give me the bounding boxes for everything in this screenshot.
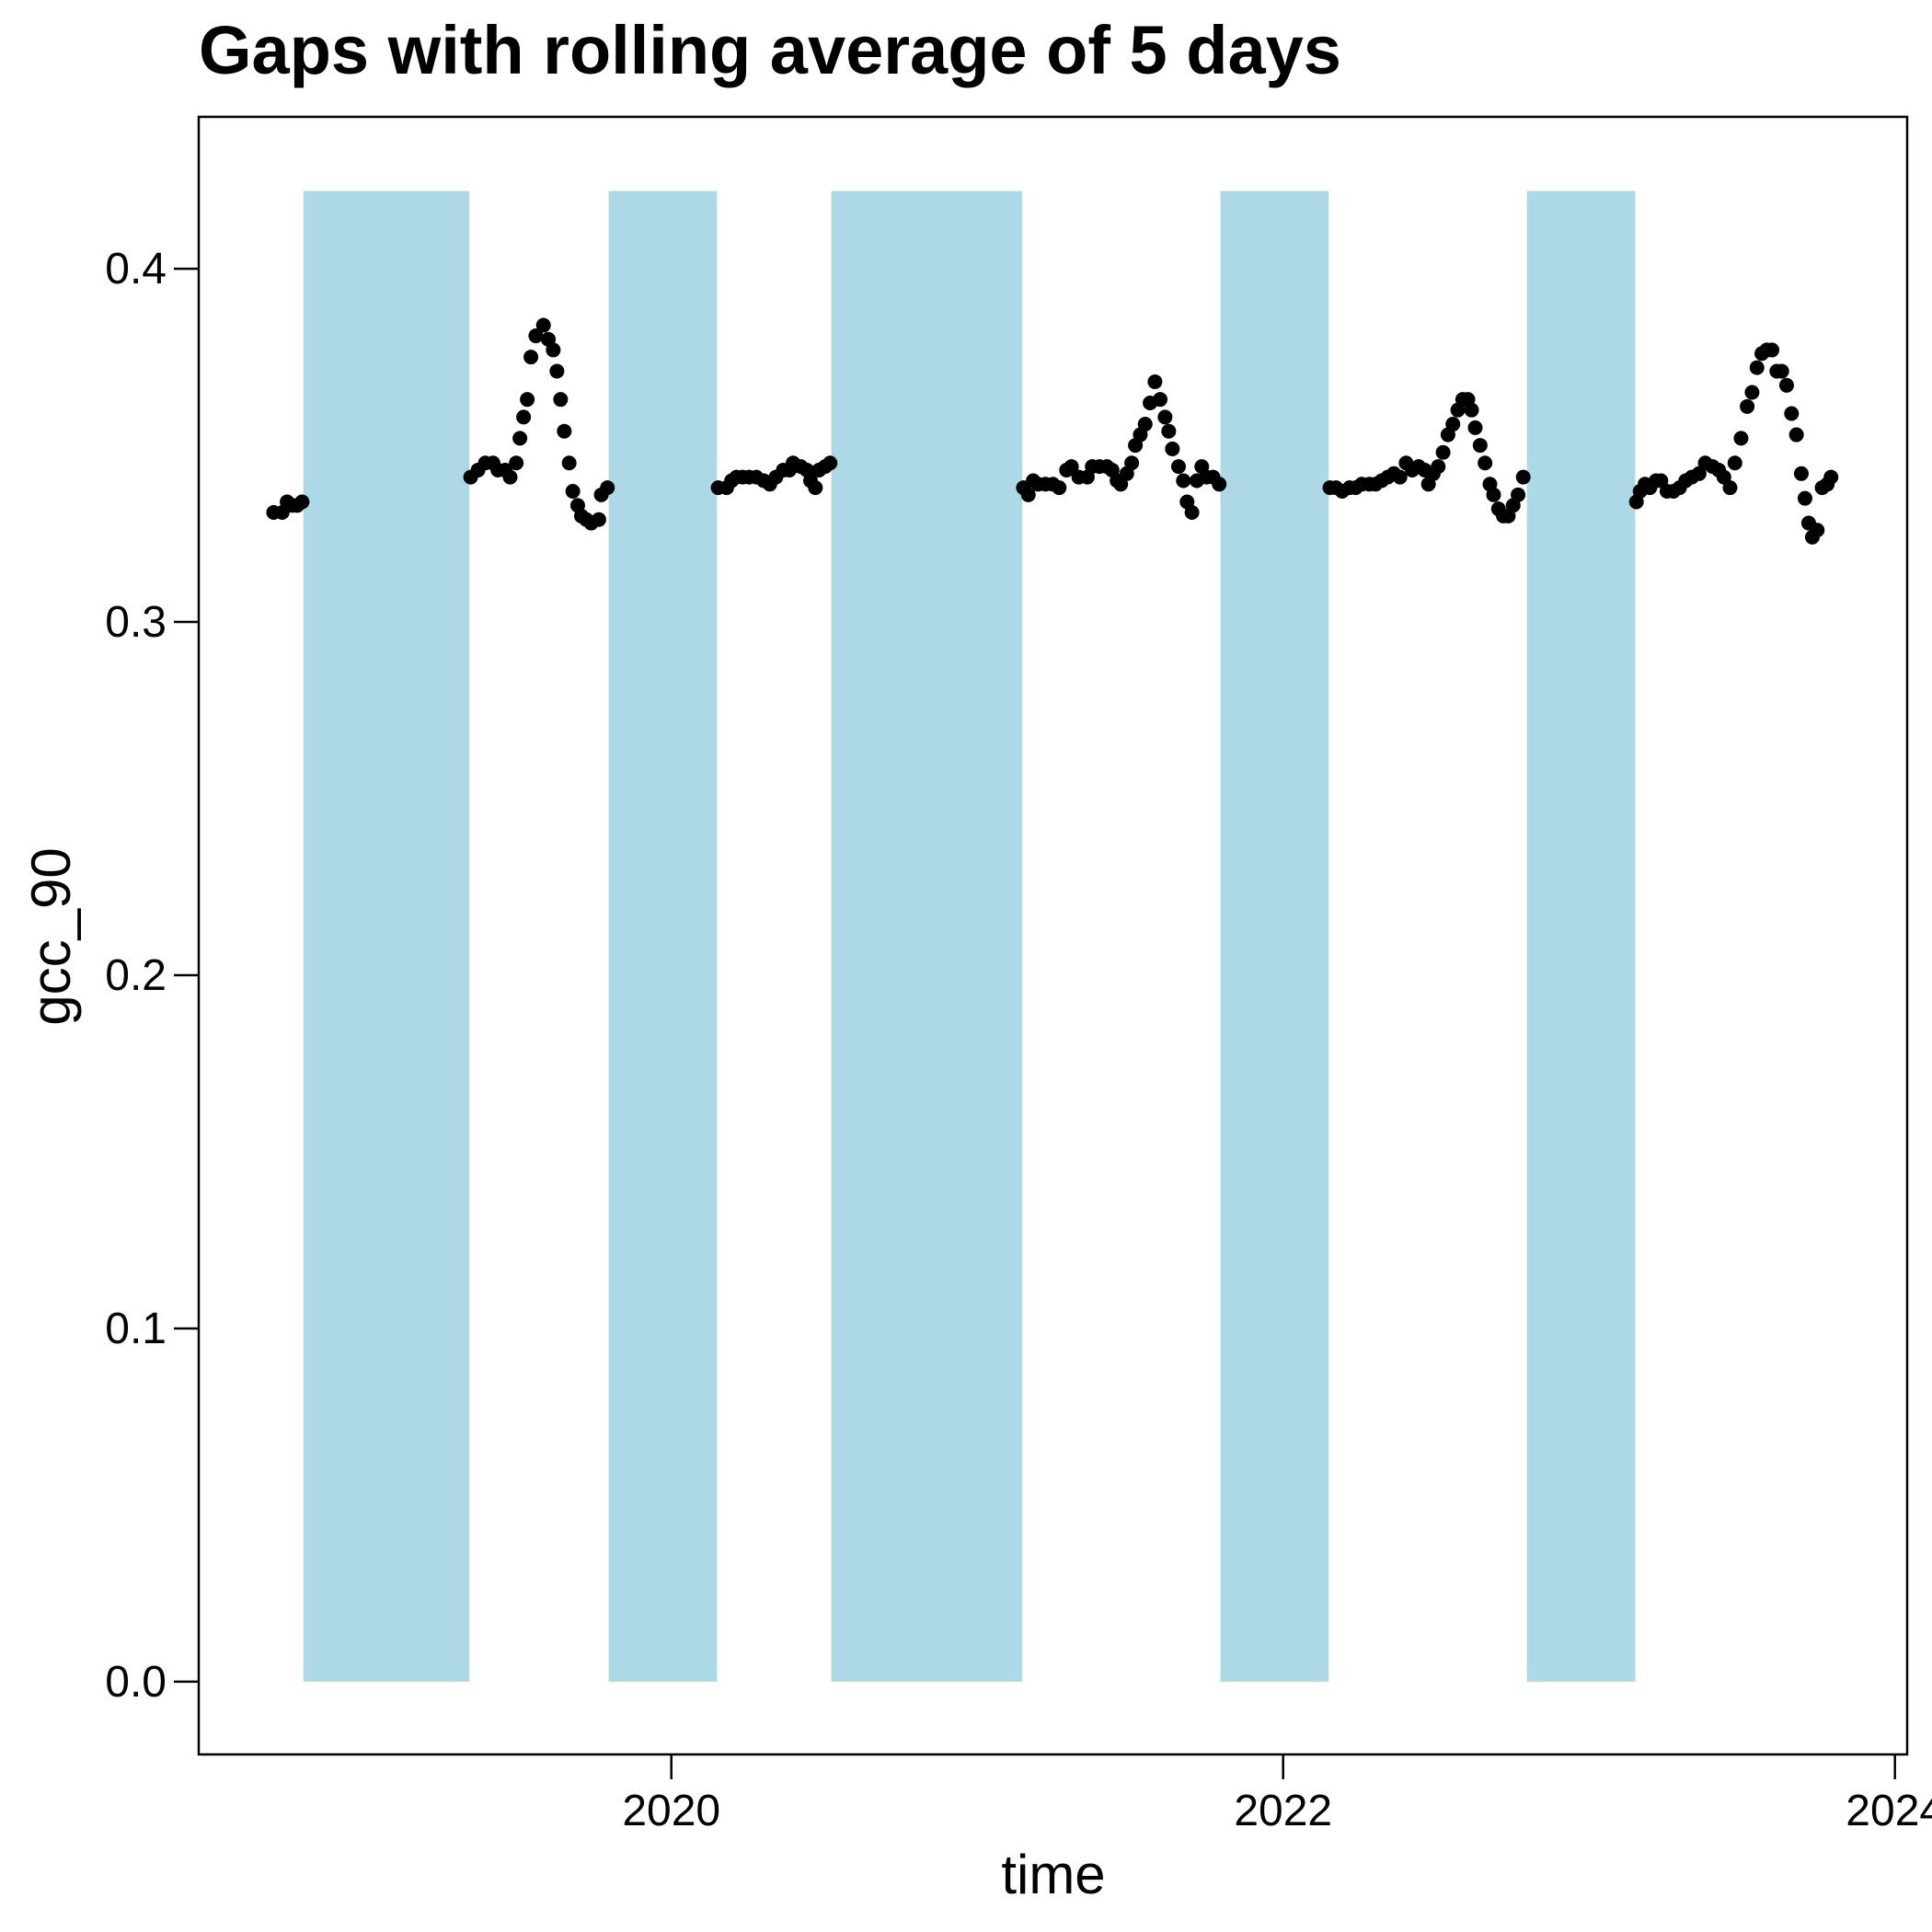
point (1431, 459, 1446, 475)
point (520, 392, 535, 408)
point (294, 494, 310, 510)
point (1064, 459, 1079, 475)
point (1445, 417, 1461, 432)
point (1733, 431, 1749, 446)
point (1788, 427, 1804, 443)
point (1765, 342, 1780, 358)
point (512, 431, 528, 446)
point (557, 423, 572, 439)
point (553, 392, 569, 408)
point (1472, 438, 1488, 454)
point (1515, 469, 1531, 485)
point (1392, 469, 1408, 485)
point (1749, 360, 1765, 375)
gap-band (303, 190, 470, 1682)
point (1784, 406, 1800, 421)
point (600, 480, 615, 496)
y-axis-label: gcc_90 (20, 847, 82, 1025)
x-tick-label: 2024 (1846, 1787, 1932, 1835)
point (1157, 409, 1173, 425)
point (591, 512, 606, 527)
point (1153, 392, 1168, 408)
point (1727, 455, 1742, 471)
gap-band (1220, 190, 1329, 1682)
y-tick-label: 0.0 (105, 1658, 167, 1707)
point (1161, 423, 1177, 439)
point (561, 455, 577, 471)
point (1165, 441, 1180, 456)
point (1797, 490, 1812, 506)
point (1170, 459, 1186, 475)
point (1486, 487, 1501, 502)
y-tick-label: 0.1 (105, 1305, 167, 1353)
x-tick-label: 2022 (1234, 1787, 1332, 1835)
point (523, 350, 539, 365)
point (1137, 417, 1153, 432)
y-tick-label: 0.2 (105, 951, 167, 1000)
point (516, 409, 532, 425)
x-axis-label: time (1001, 1844, 1105, 1905)
point (1793, 466, 1809, 481)
x-tick-label: 2020 (622, 1787, 720, 1835)
point (535, 317, 551, 333)
point (822, 455, 838, 471)
point (1511, 487, 1526, 502)
point (1478, 455, 1493, 471)
y-tick-label: 0.3 (105, 598, 167, 647)
point (1778, 377, 1794, 393)
point (1740, 398, 1755, 414)
point (1744, 385, 1760, 400)
point (1147, 374, 1163, 389)
chart-title: Gaps with rolling average of 5 days (199, 12, 1341, 88)
gap-band (608, 190, 718, 1682)
point (1722, 480, 1738, 496)
point (509, 455, 524, 471)
gap-band (831, 190, 1023, 1682)
point (808, 480, 823, 496)
point (502, 469, 518, 485)
point (1435, 444, 1451, 460)
y-tick-label: 0.4 (105, 245, 167, 293)
point (1464, 402, 1479, 418)
point (1823, 469, 1839, 485)
plot-frame (197, 115, 1909, 1756)
point (546, 342, 561, 358)
gap-band (1526, 190, 1636, 1682)
point (565, 483, 581, 499)
point (1176, 473, 1191, 489)
point (1020, 487, 1036, 502)
point (1467, 420, 1483, 435)
point (1810, 523, 1825, 538)
point (1052, 480, 1067, 496)
point (549, 363, 565, 379)
point (1774, 363, 1789, 379)
point (528, 328, 544, 344)
point (1212, 477, 1227, 492)
point (1124, 455, 1140, 471)
point (1184, 505, 1200, 521)
